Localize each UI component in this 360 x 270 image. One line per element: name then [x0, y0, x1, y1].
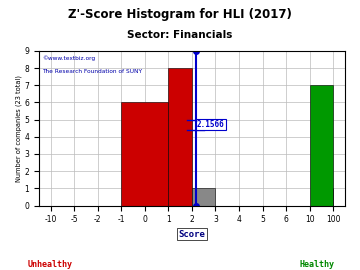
Text: Unhealthy: Unhealthy [28, 260, 73, 269]
Bar [310, 85, 333, 205]
Text: 2.1566: 2.1566 [197, 120, 225, 129]
X-axis label: Score: Score [179, 230, 205, 239]
Bar [192, 188, 216, 205]
Bar [168, 68, 192, 205]
Y-axis label: Number of companies (23 total): Number of companies (23 total) [15, 75, 22, 182]
Text: Healthy: Healthy [299, 260, 334, 269]
Bar [121, 102, 168, 205]
Text: Sector: Financials: Sector: Financials [127, 30, 233, 40]
Text: Z'-Score Histogram for HLI (2017): Z'-Score Histogram for HLI (2017) [68, 8, 292, 21]
Text: The Research Foundation of SUNY: The Research Foundation of SUNY [42, 69, 142, 75]
Text: ©www.textbiz.org: ©www.textbiz.org [42, 56, 95, 61]
